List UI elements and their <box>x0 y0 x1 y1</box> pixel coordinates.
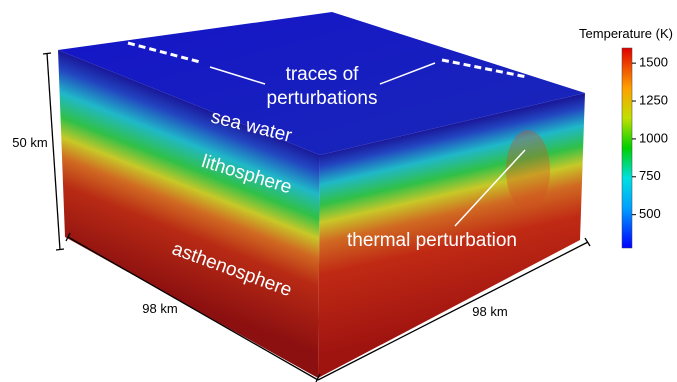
colorbar-ticks: 500 750 1000 1250 1500 <box>632 55 668 222</box>
colorbar-tick-label: 750 <box>639 168 661 183</box>
colorbar-tick-label: 1000 <box>639 130 668 145</box>
colorbar-tick-label: 500 <box>639 206 661 221</box>
figure: traces of perturbations sea water lithos… <box>0 0 677 382</box>
dimension-label: 98 km <box>142 301 177 316</box>
annotation: thermal perturbation <box>347 230 517 251</box>
annotation: perturbations <box>267 88 378 109</box>
colorbar <box>622 48 632 248</box>
colorbar-tick-label: 1500 <box>639 55 668 70</box>
colorbar-tick-label: 1250 <box>639 92 668 107</box>
thermal-plume <box>506 130 550 210</box>
colorbar-title: Temperature (K) <box>579 26 673 41</box>
dimension-label: 98 km <box>472 304 507 319</box>
dimension-label: 50 km <box>12 135 47 150</box>
annotation: traces of <box>286 64 360 85</box>
